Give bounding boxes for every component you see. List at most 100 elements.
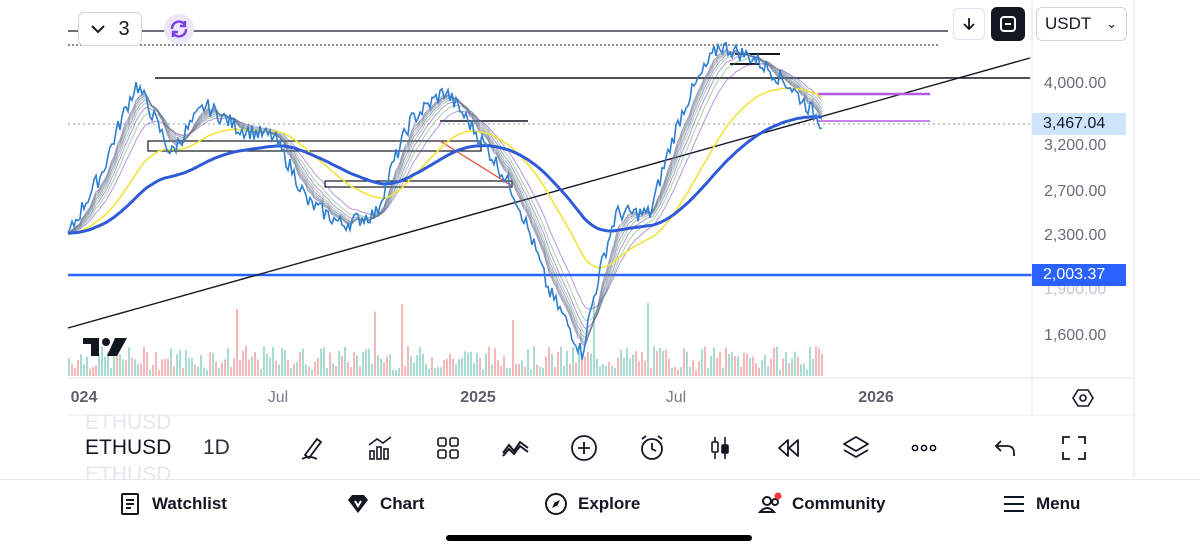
- chart-diamond-icon: [348, 495, 368, 513]
- volume-bar: [482, 369, 484, 376]
- price-tick: 4,000.00: [1044, 75, 1107, 92]
- volume-bar: [260, 368, 262, 376]
- volume-bar: [788, 363, 790, 376]
- nav-watchlist[interactable]: Watchlist: [118, 492, 227, 516]
- more-icon[interactable]: [906, 430, 942, 466]
- chevron-down-icon: ⌄: [1106, 16, 1117, 31]
- pen-icon[interactable]: [294, 430, 330, 466]
- volume-bar: [353, 352, 355, 376]
- volume-bar: [641, 351, 643, 376]
- undo-icon[interactable]: [988, 430, 1024, 466]
- nav-community[interactable]: Community: [758, 492, 886, 516]
- volume-bar: [257, 359, 259, 376]
- volume-bar: [302, 348, 304, 376]
- volume-bar: [707, 368, 709, 376]
- volume-bar: [326, 367, 328, 376]
- volume-bar: [209, 352, 211, 376]
- volume-bar: [551, 354, 553, 376]
- volume-bar: [452, 358, 454, 376]
- price-tick: 2,700.00: [1044, 183, 1107, 200]
- volume-bar: [806, 369, 808, 376]
- volume-bar: [173, 366, 175, 376]
- replay-icon[interactable]: [770, 430, 806, 466]
- volume-bar: [758, 367, 760, 376]
- volume-bar: [419, 347, 421, 376]
- time-label: Jul: [267, 389, 289, 406]
- nav-menu[interactable]: Menu: [1002, 492, 1080, 516]
- volume-bar: [329, 352, 331, 376]
- volume-bar: [473, 363, 475, 376]
- volume-bar: [764, 355, 766, 376]
- horizontal-line-price-label[interactable]: 2,003.37: [1032, 264, 1126, 286]
- price-tick: 1,600.00: [1044, 327, 1107, 344]
- interval-button[interactable]: 1D: [203, 436, 230, 459]
- candles-icon[interactable]: [702, 430, 738, 466]
- volume-bar: [365, 349, 367, 376]
- volume-bar: [143, 346, 145, 376]
- volume-bar: [800, 364, 802, 376]
- chevron-down-icon: [91, 25, 106, 34]
- trend-line: [67, 57, 1031, 329]
- volume-bar: [140, 363, 142, 376]
- price-tick: 2,300.00: [1044, 227, 1107, 244]
- volume-bar: [134, 359, 136, 376]
- range-box: [324, 180, 513, 188]
- volume-bar: [776, 346, 778, 376]
- volume-bar: [86, 356, 88, 376]
- currency-select[interactable]: USDT ⌄: [1036, 7, 1127, 41]
- volume-bar: [368, 348, 370, 376]
- volume-bar: [653, 346, 655, 376]
- sync-icon[interactable]: [164, 14, 194, 44]
- nav-chart[interactable]: Chart: [346, 492, 424, 516]
- volume-bar: [308, 366, 310, 376]
- volume-bar: [197, 366, 199, 376]
- volume-bar: [722, 367, 724, 376]
- layers-icon[interactable]: [838, 430, 874, 466]
- volume-bar: [251, 356, 253, 376]
- nav-explore[interactable]: Explore: [544, 492, 640, 516]
- last-price-label: 3,467.04: [1032, 113, 1126, 135]
- volume-bar: [818, 348, 820, 376]
- volume-bar: [557, 351, 559, 376]
- add-icon[interactable]: [566, 430, 602, 466]
- volume-bar: [104, 356, 106, 376]
- volume-bar: [335, 366, 337, 376]
- volume-bar: [548, 347, 550, 376]
- volume-bar: [743, 352, 745, 376]
- volume-bar: [632, 354, 634, 376]
- chart-type-icon[interactable]: [362, 430, 398, 466]
- indicators-icon[interactable]: [498, 430, 534, 466]
- volume-bar: [614, 367, 616, 376]
- volume-bar: [665, 349, 667, 376]
- volume-bar: [200, 355, 202, 376]
- volume-bar: [542, 367, 544, 376]
- volume-bar: [611, 365, 613, 376]
- fullscreen-icon[interactable]: [991, 7, 1025, 41]
- symbol-name[interactable]: ETHUSD: [85, 436, 172, 459]
- home-indicator: [446, 535, 752, 541]
- ribbon-line: [67, 58, 823, 322]
- volume-bar: [401, 303, 403, 376]
- alarm-icon[interactable]: [634, 430, 670, 466]
- grid-icon[interactable]: [430, 430, 466, 466]
- volume-bar: [755, 362, 757, 376]
- volume-bar: [458, 358, 460, 376]
- arrow-down-icon[interactable]: [953, 8, 985, 40]
- volume-bar: [278, 364, 280, 376]
- volume-bar: [680, 367, 682, 376]
- volume-bar: [770, 358, 772, 376]
- volume-bar: [161, 359, 163, 376]
- volume-bar: [617, 357, 619, 376]
- volume-bar: [539, 367, 541, 376]
- volume-bar: [422, 353, 424, 376]
- volume-bar: [371, 364, 373, 376]
- volume-bar: [704, 346, 706, 376]
- indicators-collapse-pill[interactable]: 3: [78, 12, 142, 46]
- volume-bar: [320, 348, 322, 376]
- volume-bar: [266, 353, 268, 376]
- fullscreen-icon[interactable]: [1056, 430, 1092, 466]
- volume-bar: [782, 358, 784, 376]
- settings-icon[interactable]: [1070, 385, 1096, 411]
